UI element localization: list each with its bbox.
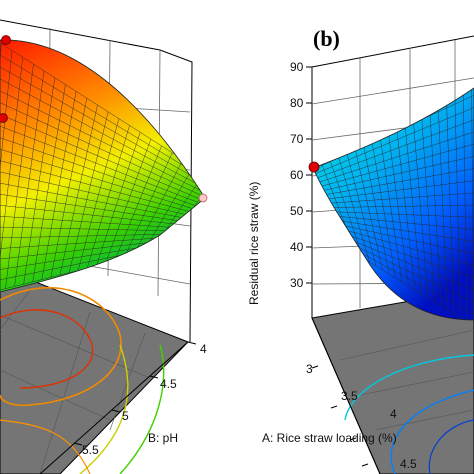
- left-x-axis-line: [39, 341, 189, 474]
- left-floor: [0, 267, 189, 474]
- right-x-tick-4: 4: [390, 407, 397, 421]
- right-x-tick-3-5: 3.5: [341, 389, 358, 403]
- mesh-line: [471, 88, 474, 320]
- right-z-axis-ticks: [306, 66, 312, 284]
- mesh-line: [0, 164, 188, 216]
- mesh-line: [105, 139, 152, 264]
- left-x-axis-label: B: pH: [148, 431, 178, 445]
- mesh-line: [0, 189, 183, 222]
- right-floor-grid: [339, 329, 474, 431]
- right-z-tick-50: 50: [290, 204, 304, 218]
- mesh-line: [87, 125, 130, 269]
- right-z-tick-40: 40: [290, 240, 304, 254]
- left-design-point-right: [198, 193, 208, 203]
- right-x-tick-3: 3: [306, 362, 313, 376]
- right-contour-darkblue: [428, 419, 474, 474]
- mesh-line: [132, 159, 184, 257]
- left-x-tick-4: 4: [200, 342, 207, 356]
- mesh-line: [0, 213, 178, 228]
- mesh-line: [344, 237, 474, 293]
- mesh-line: [330, 204, 474, 208]
- mesh-line: [96, 132, 141, 266]
- mesh-line: [349, 249, 474, 320]
- mesh-line: [114, 145, 162, 262]
- mesh-line: [68, 111, 109, 273]
- mesh-line: [334, 215, 474, 231]
- right-panel: 90 80 70 60 50 40 30 Residual rice straw…: [247, 35, 474, 474]
- right-x-axis-label: A: Rice straw loading (%): [262, 431, 397, 445]
- mesh-line: [0, 226, 176, 232]
- left-design-point-middle: [0, 113, 8, 123]
- mesh-line: [123, 152, 173, 260]
- mesh-line: [420, 109, 435, 303]
- left-panel: 4 4.5 5 5.5 B: pH: [0, 19, 208, 474]
- left-design-point-top: [1, 35, 11, 45]
- right-z-tick-80: 80: [290, 96, 304, 110]
- mesh-line: [0, 50, 13, 292]
- mesh-line: [404, 118, 422, 295]
- mesh-line: [77, 118, 120, 271]
- right-z-tick-30: 30: [290, 276, 304, 290]
- left-contour-red: [0, 309, 94, 389]
- left-contour-green: [119, 344, 165, 474]
- left-contour-orange-2: [0, 419, 91, 474]
- mesh-line: [412, 113, 429, 299]
- right-contour-cyan: [344, 354, 474, 421]
- mesh-line: [141, 166, 194, 255]
- mesh-line: [332, 211, 474, 218]
- mesh-line: [338, 224, 474, 256]
- mesh-line: [342, 232, 474, 281]
- mesh-line: [340, 228, 474, 268]
- mesh-line: [0, 237, 171, 252]
- right-z-tick-90: 90: [290, 60, 304, 74]
- left-x-axis-ticks: [73, 341, 197, 446]
- mesh-line: [429, 105, 442, 307]
- mesh-line: [0, 233, 173, 239]
- right-contour-blue: [390, 389, 474, 474]
- right-x-tick-4-5: 4.5: [400, 457, 417, 471]
- mesh-line: [462, 88, 468, 320]
- left-x-tick-4-5: 4.5: [160, 377, 177, 391]
- mesh-line: [0, 201, 181, 225]
- left-x-tick-5: 5: [122, 409, 129, 423]
- left-contour-orange: [0, 286, 122, 407]
- mesh-line: [0, 243, 166, 276]
- right-response-surface: [312, 87, 474, 321]
- mesh-line: [437, 101, 448, 311]
- right-z-axis-label: Residual rice straw (%): [247, 182, 261, 305]
- left-x-tick-5-5: 5.5: [82, 443, 99, 457]
- right-z-tick-60: 60: [290, 168, 304, 182]
- right-x-axis-line: [311, 317, 381, 474]
- mesh-line: [346, 241, 474, 306]
- left-surface-mesh: [0, 39, 205, 292]
- mesh-line: [446, 96, 455, 315]
- panel-label-b: (b): [313, 26, 340, 51]
- left-contour-yellow: [79, 344, 129, 474]
- left-floor-grid: [0, 289, 151, 474]
- right-x-axis-ticks: [311, 365, 369, 467]
- right-design-point: [308, 161, 320, 173]
- mesh-line: [454, 92, 461, 319]
- mesh-line: [336, 220, 474, 243]
- right-back-frame: [311, 35, 474, 318]
- mesh-line: [0, 240, 168, 264]
- mesh-line: [347, 245, 474, 318]
- right-z-tick-70: 70: [290, 132, 304, 146]
- mesh-line: [0, 177, 186, 219]
